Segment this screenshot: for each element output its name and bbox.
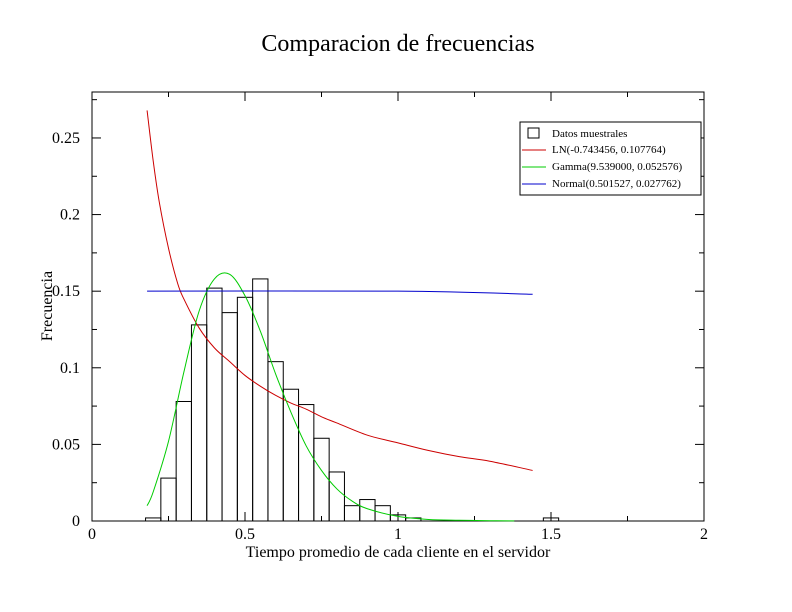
x-tick-label: 0 bbox=[88, 526, 96, 543]
y-axis: 0 0.05 0.1 0.15 0.2 0.25 bbox=[52, 99, 704, 530]
histogram-bar bbox=[328, 471, 345, 522]
histogram-bar bbox=[236, 296, 254, 522]
legend-label-gamma: Gamma(9.539000, 0.052576) bbox=[552, 161, 682, 173]
x-tick-label: 2 bbox=[700, 526, 708, 543]
histogram-bar bbox=[313, 437, 330, 522]
histogram-bar bbox=[190, 324, 208, 522]
x-tick-label: 0.5 bbox=[235, 526, 255, 543]
y-axis-label: Frecuencia bbox=[39, 271, 56, 341]
legend-label-normal: Normal(0.501527, 0.027762) bbox=[552, 178, 681, 190]
histogram-bar bbox=[175, 400, 192, 522]
legend-swatch-histogram bbox=[527, 127, 540, 139]
x-tick-label: 1.5 bbox=[541, 526, 561, 543]
histogram-bar bbox=[343, 505, 361, 522]
y-tick-label: 0.15 bbox=[52, 283, 80, 300]
histogram-bar bbox=[145, 517, 162, 522]
y-tick-label: 0.05 bbox=[52, 436, 80, 453]
gamma-curve bbox=[146, 272, 515, 522]
normal-curve bbox=[147, 290, 533, 295]
fitted-curves bbox=[146, 110, 533, 522]
histogram-bar bbox=[252, 278, 269, 522]
histogram-bar bbox=[298, 404, 315, 522]
legend: Datos muestrales LN(-0.743456, 0.107764)… bbox=[519, 121, 702, 196]
histogram-bar bbox=[206, 287, 223, 522]
y-tick-label: 0.1 bbox=[60, 360, 80, 377]
histogram-bar bbox=[374, 505, 391, 522]
histogram-bar bbox=[267, 361, 284, 522]
x-axis-label: Tiempo promedio de cada cliente en el se… bbox=[246, 544, 551, 561]
y-tick-label: 0 bbox=[72, 513, 80, 530]
histogram-bar bbox=[282, 388, 300, 522]
histogram-bar bbox=[160, 477, 177, 522]
legend-label-ln: LN(-0.743456, 0.107764) bbox=[552, 144, 666, 156]
y-tick-label: 0.2 bbox=[60, 207, 80, 224]
histogram-bar bbox=[542, 517, 560, 522]
ln-curve bbox=[146, 110, 533, 471]
x-tick-label: 1 bbox=[394, 526, 402, 543]
chart-title: Comparacion de frecuencias bbox=[261, 31, 534, 57]
legend-label-histogram: Datos muestrales bbox=[552, 128, 627, 140]
legend-box bbox=[519, 121, 702, 196]
histogram-bars bbox=[145, 278, 560, 522]
y-tick-label: 0.25 bbox=[52, 130, 80, 147]
histogram-bar bbox=[221, 312, 238, 522]
x-axis: 0 0.5 1 1.5 2 bbox=[88, 92, 708, 543]
